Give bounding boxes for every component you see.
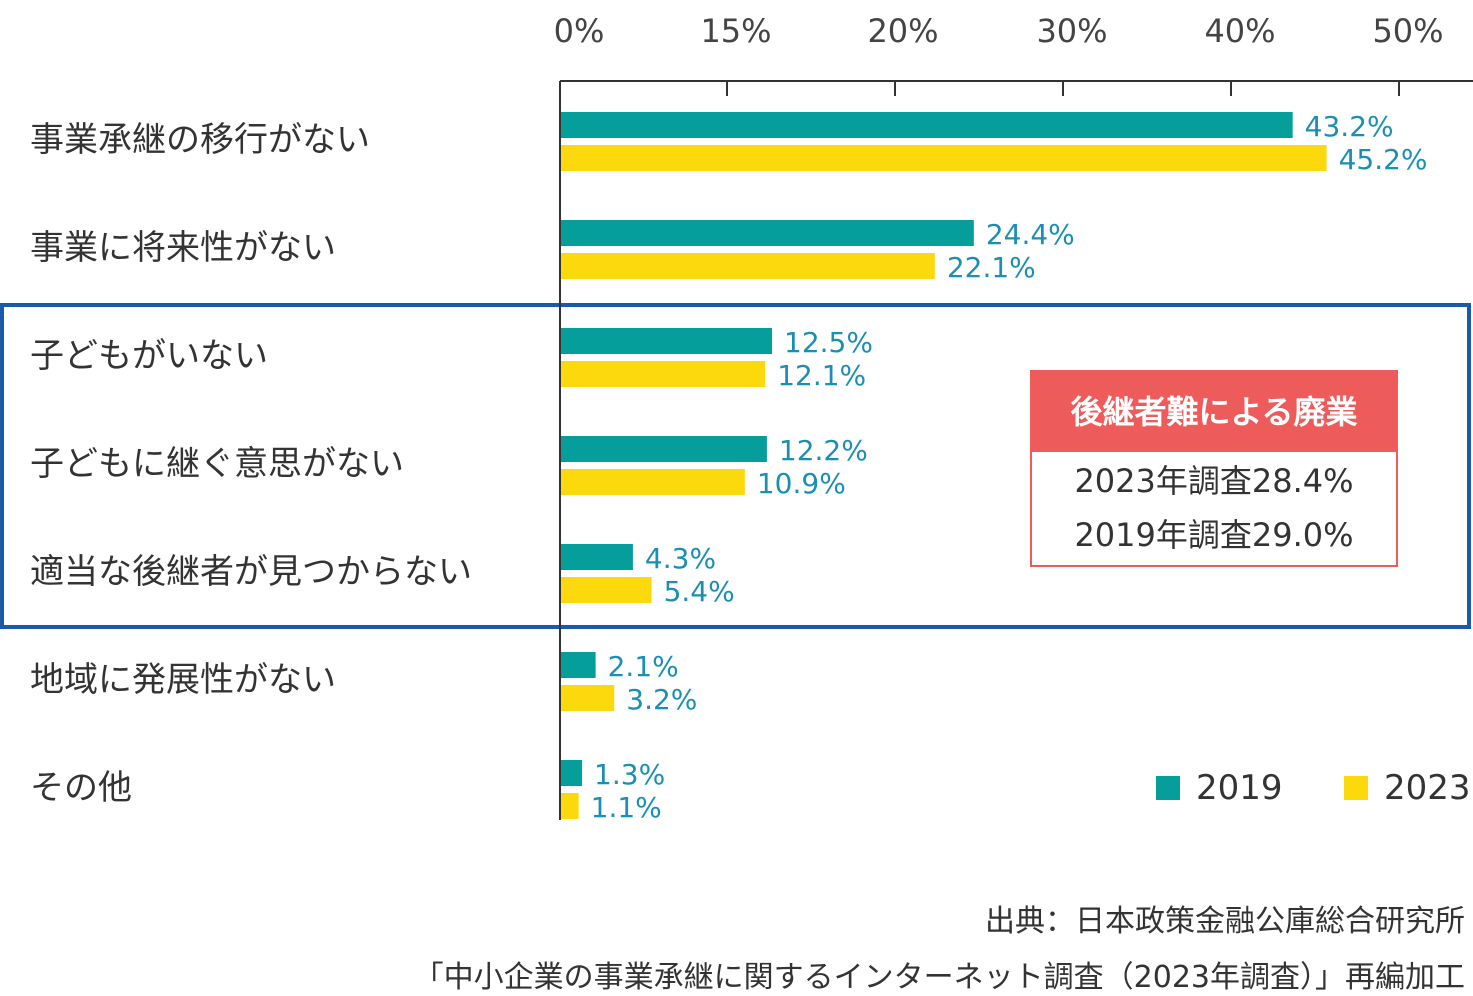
x-tick-label: 40% [1204,12,1275,50]
category-label: 事業承継の移行がない [30,120,370,160]
annotation-title: 後継者難による廃業 [1032,372,1396,452]
bar-2023 [560,685,615,711]
value-label-2023: 22.1% [947,251,1036,284]
bar-2023 [560,469,745,495]
x-tick-label: 15% [700,12,771,50]
value-label-2023: 10.9% [757,467,846,500]
value-label-2019: 12.5% [784,326,873,359]
annotation-box: 後継者難による廃業 2023年調査28.4% 2019年調査29.0% [1030,370,1398,567]
x-tick-label: 20% [867,12,938,50]
value-label-2019: 4.3% [645,542,716,575]
bar-2023 [560,577,652,603]
legend-item-2023: 2023 [1344,768,1471,808]
bar-2023 [560,253,935,279]
bar-2023 [560,145,1327,171]
category-label: 事業に将来性がない [30,228,336,268]
value-label-2019: 24.4% [986,218,1075,251]
category-label: 子どもがいない [30,336,268,376]
value-label-2023: 12.1% [777,359,866,392]
legend-swatch-2023 [1344,776,1368,800]
value-label-2019: 12.2% [779,434,868,467]
bar-2023 [560,361,766,387]
value-label-2019: 2.1% [608,650,679,683]
value-label-2023: 5.4% [664,575,735,608]
category-label: 子どもに継ぐ意思がない [30,444,404,484]
value-label-2019: 1.3% [594,758,665,791]
value-label-2023: 3.2% [626,683,697,716]
bar-2023 [560,793,579,819]
bar-2019 [560,328,772,354]
x-tick-label: 50% [1372,12,1443,50]
bar-2019 [560,112,1293,138]
x-tick-label: 0% [554,12,605,50]
annotation-line-2023: 2023年調査28.4% [1074,462,1354,500]
bar-2019 [560,760,583,786]
bar-2019 [560,436,767,462]
legend-label-2023: 2023 [1384,768,1471,808]
category-label: その他 [30,768,132,808]
bar-2019 [560,652,596,678]
bar-2019 [560,544,633,570]
annotation-line-2019: 2019年調査29.0% [1074,516,1354,554]
value-label-2023: 45.2% [1339,143,1428,176]
source-line-2: 「中小企業の事業承継に関するインターネット調査（2023年調査）」再編加工 [413,960,1465,995]
x-tick-label: 30% [1036,12,1107,50]
legend-swatch-2019 [1156,776,1180,800]
bar-2019 [560,220,974,246]
value-label-2023: 1.1% [591,791,662,824]
highlight-frame [0,303,1471,629]
value-label-2019: 43.2% [1305,110,1394,143]
source-line-1: 出典：日本政策金融公庫総合研究所 [985,904,1465,939]
legend-label-2019: 2019 [1196,768,1283,808]
category-label: 適当な後継者が見つからない [30,552,472,592]
category-label: 地域に発展性がない [30,660,336,700]
legend-item-2019: 2019 [1156,768,1283,808]
